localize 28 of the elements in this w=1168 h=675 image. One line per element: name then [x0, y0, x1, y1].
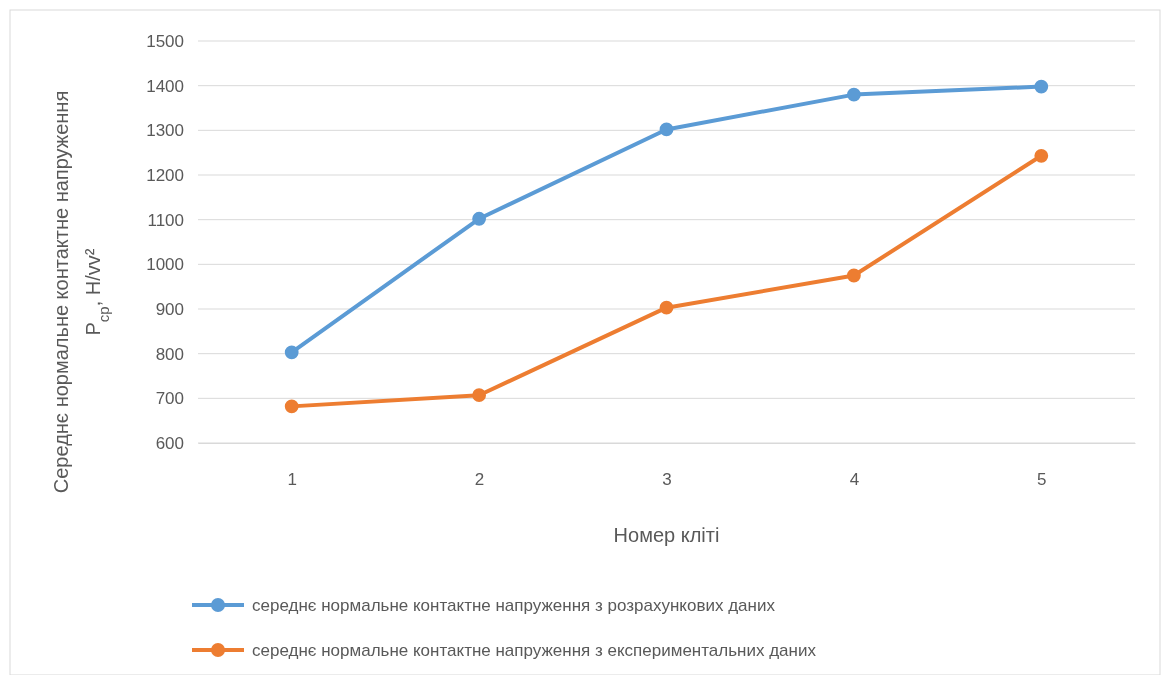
x-tick-label: 5: [1037, 470, 1047, 490]
legend-label: середнє нормальне контактне напруження з розрахункових даних: [252, 596, 776, 615]
y-tick-label: 1000: [146, 255, 184, 275]
y-tick-label: 700: [155, 389, 184, 409]
point: [1034, 79, 1049, 94]
point: [846, 87, 861, 102]
y-tick-label: 800: [155, 344, 184, 364]
x-axis-title: Номер кліті: [613, 524, 720, 546]
point: [1034, 148, 1049, 163]
y-tick-label: 1400: [146, 76, 184, 96]
x-tick-label: 2: [474, 470, 485, 490]
point: [472, 388, 487, 403]
y-tick-label: 900: [155, 299, 184, 319]
point: [846, 268, 861, 283]
x-tick-label: 4: [849, 470, 860, 490]
point: [284, 399, 299, 414]
y-tick-label: 1300: [146, 121, 184, 141]
legend-label: середнє нормальне контактне напруження з експериментальних даних: [252, 641, 817, 660]
y-tick-label: 1500: [146, 31, 184, 51]
point: [659, 122, 674, 137]
x-tick-label: 1: [287, 470, 297, 490]
x-tick-label: 3: [662, 470, 672, 490]
y-tick-label: 600: [155, 433, 184, 453]
point: [284, 345, 299, 360]
y-tick-label: 1100: [147, 210, 184, 230]
y-tick-label: 1200: [146, 165, 184, 185]
point: [472, 211, 487, 226]
point: [659, 300, 674, 315]
